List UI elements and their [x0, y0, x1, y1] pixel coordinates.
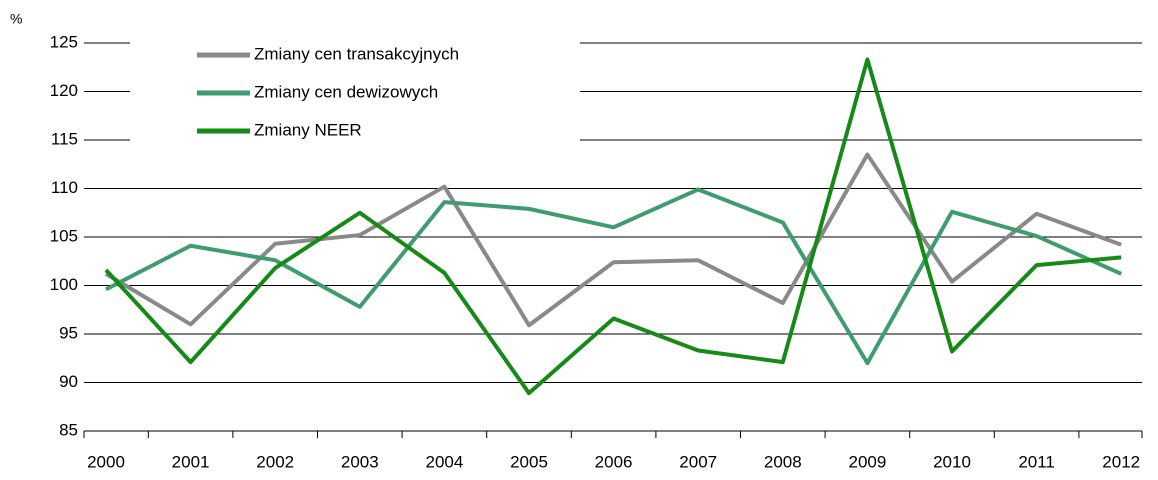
x-tick-label: 2003: [341, 452, 379, 471]
legend: [130, 30, 580, 162]
x-tick-label: 2006: [595, 452, 633, 471]
x-tick-label: 2009: [848, 452, 886, 471]
x-tick-label: 2005: [510, 452, 548, 471]
x-tick-label: 2010: [933, 452, 971, 471]
x-tick-label: 2000: [87, 452, 125, 471]
x-tick-label: 2001: [172, 452, 210, 471]
series-line: [105, 187, 1123, 366]
y-tick-label: 110: [51, 178, 78, 197]
y-tick-label: 105: [50, 226, 78, 245]
x-tick-label: 2007: [679, 452, 717, 471]
legend-label: Zmiany NEER: [254, 120, 362, 139]
y-tick-label: 100: [50, 275, 78, 294]
y-tick-label: 85: [59, 420, 78, 439]
legend-label: Zmiany cen transakcyjnych: [254, 44, 459, 63]
x-tick-label: 2008: [764, 452, 802, 471]
y-tick-label: 95: [59, 323, 78, 342]
y-tick-label: 90: [59, 372, 78, 391]
y-tick-label: 125: [50, 32, 78, 51]
y-tick-label: 120: [50, 81, 78, 100]
x-tick-label: 2012: [1102, 452, 1140, 471]
series-line: [104, 152, 1122, 328]
x-tick-label: 2004: [425, 452, 463, 471]
y-axis-label: %: [10, 11, 22, 27]
x-tick-label: 2002: [256, 452, 294, 471]
legend-label: Zmiany cen dewizowych: [254, 82, 438, 101]
y-tick-label: 115: [51, 129, 78, 148]
x-tick-label: 2011: [1018, 452, 1055, 471]
series-line: [104, 57, 1122, 396]
